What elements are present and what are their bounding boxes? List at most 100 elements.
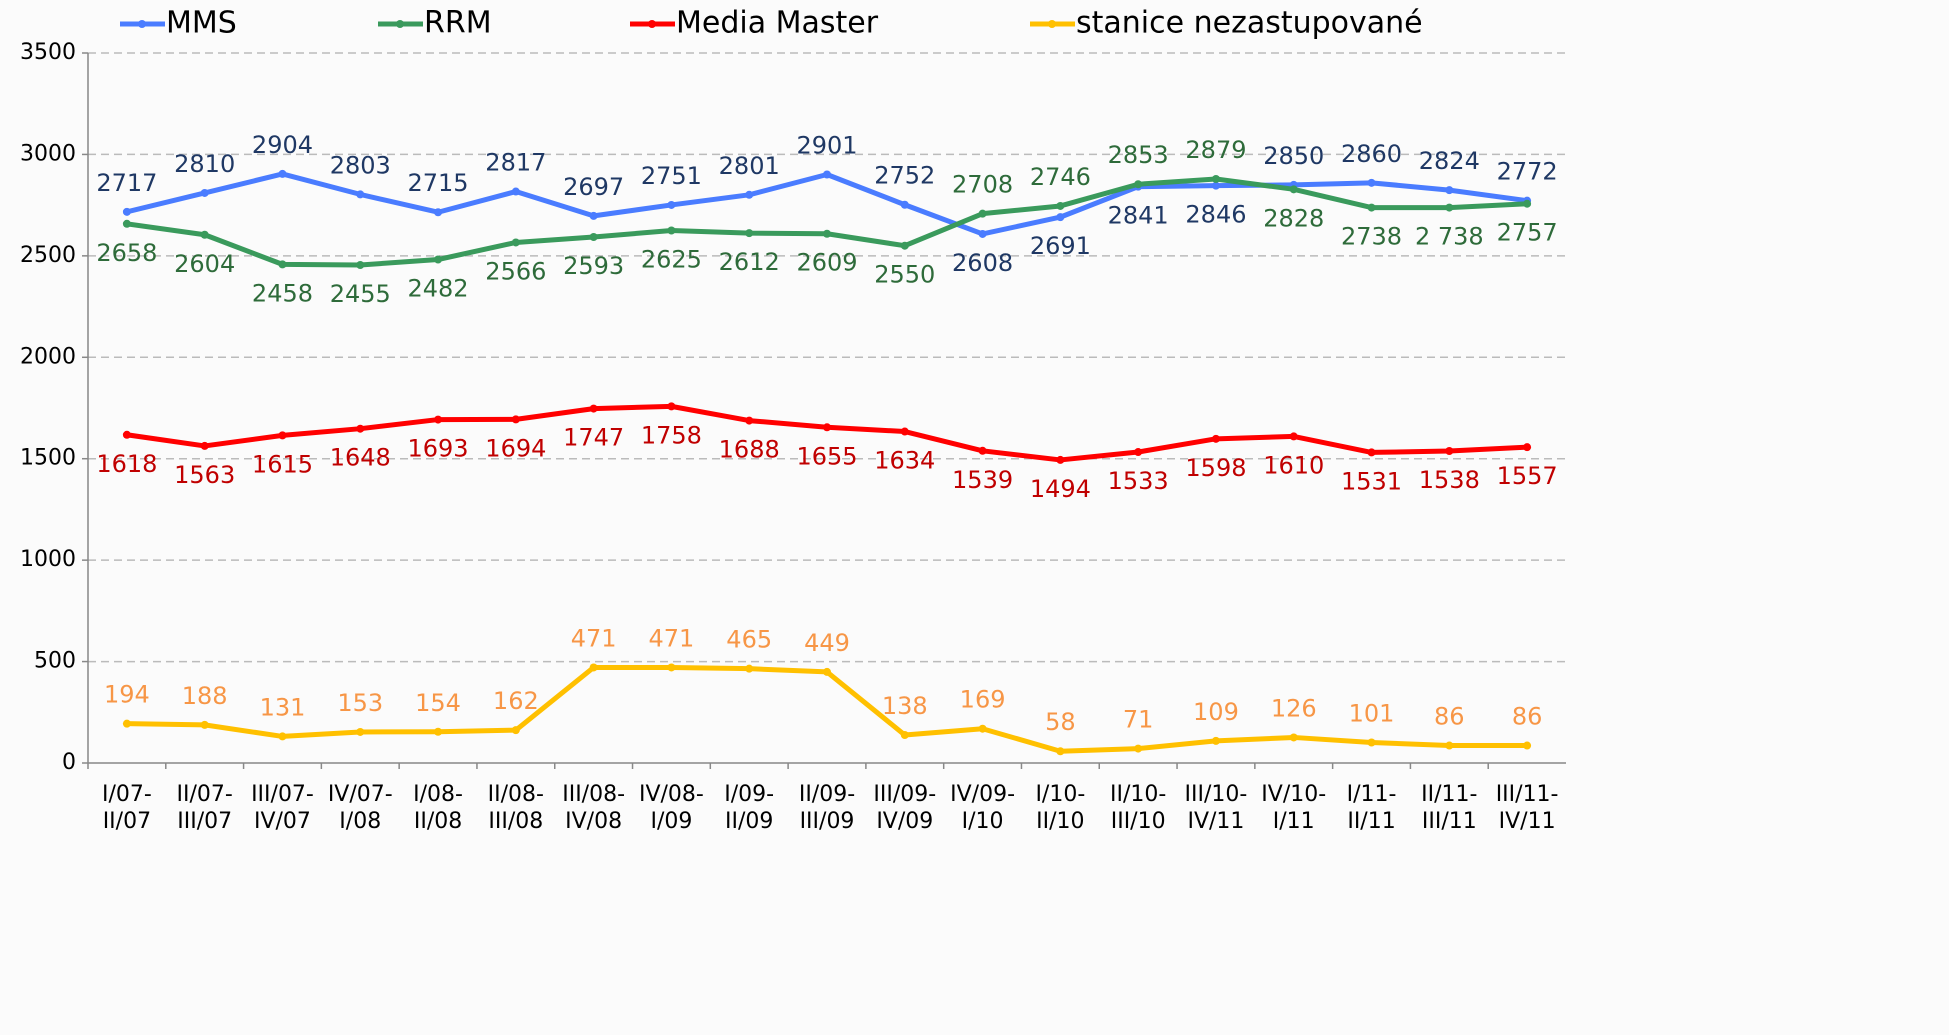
data-label: 2850 [1263,142,1324,170]
legend-marker [138,20,146,28]
point [1445,447,1454,456]
point [434,727,443,736]
data-label: 101 [1349,700,1395,728]
point [1211,736,1220,745]
point [823,170,831,179]
data-label: 2482 [408,275,469,303]
point [589,404,598,413]
point [745,229,754,238]
x-tick-label: IV/09- [950,782,1015,807]
data-label: 2604 [174,250,235,278]
legend-label: Media Master [676,6,879,41]
point [1056,201,1065,210]
data-label: 126 [1271,694,1317,722]
point [511,238,520,247]
data-label: 449 [804,629,850,657]
point [434,415,443,424]
point [667,402,676,411]
point [745,416,754,425]
point [1211,174,1220,183]
data-label: 2824 [1419,147,1480,175]
point [1367,178,1376,187]
point [589,663,598,672]
x-tick-label: III/10- [1185,782,1248,807]
data-label: 169 [960,686,1006,714]
point [200,720,209,729]
data-label: 58 [1045,708,1076,736]
point [745,190,754,199]
point [900,427,909,436]
data-label: 471 [571,624,617,652]
point [278,169,287,178]
point [1445,186,1454,195]
data-label: 2853 [1108,141,1169,169]
point [1523,199,1532,208]
point [1445,203,1454,212]
y-tick-label: 1500 [20,446,76,471]
point [1289,185,1298,194]
point [122,207,131,216]
data-label: 2846 [1185,201,1246,229]
point [434,255,443,264]
point [122,219,131,228]
point [122,430,131,439]
point [978,724,987,733]
data-label: 2658 [96,239,157,267]
data-label: 1693 [408,435,469,463]
data-label: 1747 [563,424,624,452]
data-label: 1531 [1341,467,1402,495]
data-label: 2860 [1341,140,1402,168]
data-label: 1615 [252,450,313,478]
x-tick-label: I/10 [962,809,1004,834]
data-label: 2803 [330,151,391,179]
data-label: 2708 [952,171,1013,199]
point [1367,738,1376,747]
y-tick-label: 1000 [20,547,76,572]
data-label: 1539 [952,466,1013,494]
point [589,211,598,220]
data-label: 1634 [874,447,935,475]
x-tick-label: III/09 [800,809,855,834]
point [823,423,831,432]
point [278,431,287,440]
x-tick-label: III/10 [1111,809,1166,834]
point [823,229,831,238]
data-label: 2751 [641,162,702,190]
data-label: 2691 [1030,232,1091,260]
data-label: 86 [1512,703,1543,731]
x-tick-label: II/07- [177,782,233,807]
legend-marker [396,20,404,28]
x-tick-label: II/09- [799,782,855,807]
data-label: 138 [882,692,928,720]
data-label: 162 [493,687,539,715]
data-label: 1563 [174,461,235,489]
data-label: 1688 [719,436,780,464]
y-tick-label: 0 [62,750,76,775]
x-tick-label: I/08- [413,782,463,807]
x-tick-label: III/08- [562,782,625,807]
data-label: 2757 [1497,219,1558,247]
point [1056,213,1065,222]
x-tick-label: II/10 [1036,809,1084,834]
data-label: 471 [649,624,695,652]
data-label: 188 [182,682,228,710]
data-label: 109 [1193,698,1239,726]
data-label: 2738 [1341,223,1402,251]
data-label: 1494 [1030,475,1091,503]
x-tick-label: III/11- [1496,782,1559,807]
x-tick-label: I/08 [339,809,381,834]
data-label: 2879 [1185,136,1246,164]
x-tick-label: II/07 [103,809,151,834]
x-tick-label: I/11- [1347,782,1397,807]
data-label: 154 [415,689,461,717]
legend-label: stanice nezastupované [1076,6,1423,41]
y-tick-label: 3000 [20,141,76,166]
point [978,446,987,455]
x-tick-label: III/09- [873,782,936,807]
point [589,232,598,241]
x-tick-label: IV/11 [1499,809,1556,834]
point [1445,741,1454,750]
data-label: 1538 [1419,466,1480,494]
data-label: 2566 [485,257,546,285]
